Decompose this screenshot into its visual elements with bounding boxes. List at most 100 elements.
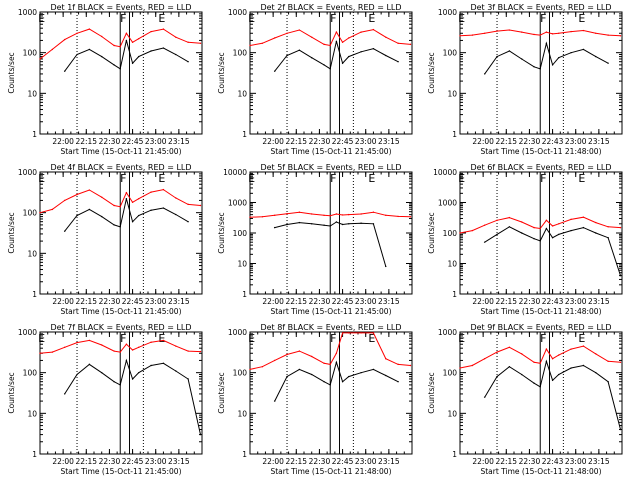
events-series-point bbox=[521, 58, 523, 60]
events-series-line bbox=[64, 198, 189, 232]
x-tick-label: 23:15 bbox=[588, 297, 610, 306]
events-series-point bbox=[570, 51, 572, 54]
y-tick-label: 1000 bbox=[18, 8, 37, 17]
y-tick-label: 100 bbox=[233, 369, 248, 378]
lld-series-point bbox=[323, 214, 325, 217]
y-tick-label: 1 bbox=[452, 450, 457, 459]
events-series-point bbox=[162, 207, 165, 209]
events-series-point bbox=[76, 373, 78, 376]
y-tick-label: 1000 bbox=[18, 328, 37, 337]
y-tick-label: 100 bbox=[23, 49, 38, 58]
events-series-point bbox=[483, 396, 486, 398]
event-marker: E bbox=[38, 12, 45, 25]
x-axis-label: Start Time (15-Oct-11 21:45:00) bbox=[270, 147, 391, 156]
lld-series-point bbox=[545, 348, 548, 350]
lld-series-point bbox=[76, 341, 78, 344]
lld-series-point bbox=[249, 368, 251, 371]
lld-series-point bbox=[607, 226, 609, 228]
lld-series-point bbox=[385, 214, 387, 217]
lld-series-point bbox=[125, 191, 128, 194]
x-tick-label: 22:45 bbox=[122, 457, 144, 466]
events-series-point bbox=[496, 55, 498, 58]
x-tick-label: 23:15 bbox=[378, 297, 400, 306]
event-marker: E bbox=[158, 172, 165, 185]
events-series-point bbox=[582, 48, 585, 51]
events-series-point bbox=[63, 393, 66, 395]
event-marker: E bbox=[38, 332, 45, 345]
lld-series-point bbox=[539, 34, 541, 36]
events-series-point bbox=[521, 373, 523, 376]
lld-series-point bbox=[150, 30, 152, 33]
lld-series-point bbox=[51, 48, 54, 51]
events-series-point bbox=[335, 40, 338, 43]
x-tick-label: 22:45 bbox=[122, 297, 144, 306]
plot-frame bbox=[39, 331, 203, 455]
x-tick-label: 22:15 bbox=[75, 297, 97, 306]
x-tick-label: 23:00 bbox=[145, 137, 167, 146]
events-series-point bbox=[138, 214, 140, 217]
lld-series-point bbox=[341, 41, 344, 43]
events-series-point bbox=[483, 73, 486, 75]
events-series-point bbox=[533, 66, 535, 68]
lld-series-point bbox=[372, 28, 375, 31]
events-series-point bbox=[199, 433, 202, 436]
events-series-point bbox=[607, 62, 609, 64]
x-tick-label: 22:45 bbox=[122, 137, 144, 146]
events-series-point bbox=[607, 237, 609, 239]
y-tick-label: 100 bbox=[23, 369, 38, 378]
events-series-point bbox=[595, 55, 597, 58]
events-series-point bbox=[63, 70, 66, 72]
y-tick-label: 10 bbox=[237, 409, 247, 418]
events-series-point bbox=[582, 226, 585, 229]
events-series-point bbox=[131, 220, 134, 223]
lld-series-point bbox=[360, 332, 362, 334]
events-series-point bbox=[619, 274, 622, 277]
y-tick-label: 10 bbox=[447, 409, 457, 418]
x-tick-label: 22:30 bbox=[519, 297, 541, 306]
lld-series-point bbox=[187, 203, 189, 206]
events-series-point bbox=[341, 62, 344, 64]
events-series-line bbox=[64, 40, 189, 72]
x-axis-label: Start Time (15-Oct-11 21:48:00) bbox=[480, 467, 601, 476]
panel-title: Det 6f BLACK = Events, RED = LLD bbox=[470, 163, 611, 172]
event-marker: F bbox=[120, 332, 126, 345]
events-series-point bbox=[335, 221, 338, 223]
y-tick-label: 1000 bbox=[228, 328, 247, 337]
x-axis-label: Start Time (15-Oct-11 21:48:00) bbox=[480, 307, 601, 316]
lld-series-line bbox=[249, 211, 411, 218]
y-tick-label: 100 bbox=[233, 229, 248, 238]
lld-series-point bbox=[323, 362, 325, 364]
events-series-point bbox=[119, 226, 121, 228]
event-marker: F bbox=[120, 12, 126, 25]
events-series-point bbox=[125, 39, 128, 42]
lld-series-point bbox=[471, 34, 474, 36]
events-series-point bbox=[496, 233, 498, 236]
lld-series-point bbox=[570, 348, 572, 350]
event-marker: E bbox=[158, 332, 165, 345]
events-series-point bbox=[273, 70, 276, 72]
panel-title: Det 9f BLACK = Events, RED = LLD bbox=[470, 323, 611, 332]
y-tick-label: 10 bbox=[27, 409, 37, 418]
x-tick-label: 22:30 bbox=[309, 297, 331, 306]
lld-series-point bbox=[582, 216, 585, 218]
lld-series-point bbox=[619, 226, 622, 229]
x-tick-label: 23:00 bbox=[565, 137, 587, 146]
plot-frame bbox=[459, 11, 623, 135]
panel-title: Det 8f BLACK = Events, RED = LLD bbox=[260, 323, 401, 332]
events-series-point bbox=[63, 230, 66, 232]
events-series-point bbox=[187, 60, 189, 63]
lld-series-point bbox=[88, 28, 91, 30]
plot-frame bbox=[249, 11, 413, 135]
panel-title: Det 2f BLACK = Events, RED = LLD bbox=[260, 3, 401, 12]
lld-series-point bbox=[558, 354, 560, 356]
lld-series-point bbox=[88, 339, 91, 342]
x-tick-label: 22:45 bbox=[332, 137, 354, 146]
lld-series-point bbox=[483, 32, 486, 34]
x-tick-label: 22:15 bbox=[495, 297, 517, 306]
x-tick-label: 23:15 bbox=[168, 297, 190, 306]
y-axis-label: Counts/sec bbox=[427, 372, 436, 413]
x-axis-label: Start Time (15-Oct-11 21:48:00) bbox=[270, 467, 391, 476]
lld-series-point bbox=[131, 201, 134, 203]
panel-det-2: Det 2f BLACK = Events, RED = LLD 1 10 100 10… bbox=[217, 3, 413, 156]
